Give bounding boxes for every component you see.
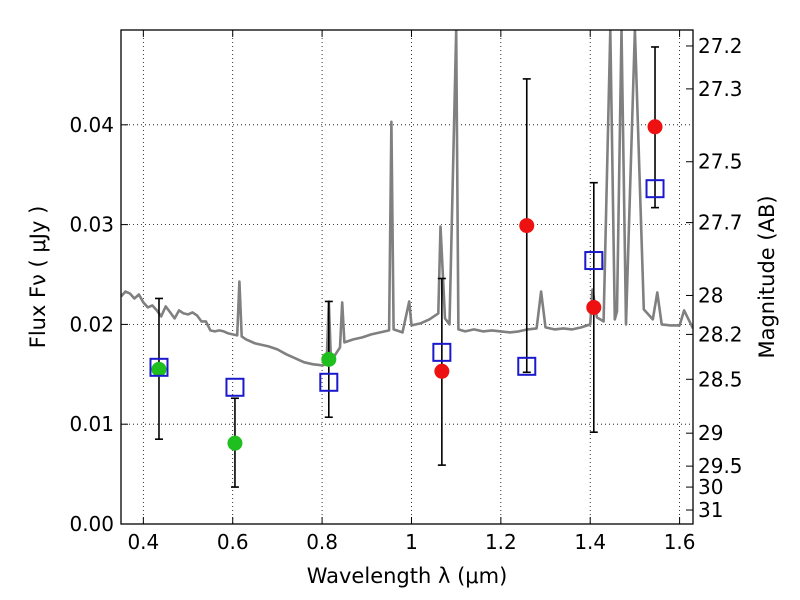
magnitude-axis-label: Magnitude (AB) xyxy=(755,195,779,358)
magnitude-tick-label: 27.3 xyxy=(698,77,743,101)
x-tick-label: 1.6 xyxy=(664,530,696,554)
x-tick-label: 0.8 xyxy=(306,530,338,554)
magnitude-tick-label: 27.7 xyxy=(698,211,743,235)
x-tick-label: 1.4 xyxy=(574,530,606,554)
y-tick-label: 0.03 xyxy=(69,213,114,237)
square-marker xyxy=(432,342,452,362)
square-marker xyxy=(319,372,339,392)
plot-frame xyxy=(120,29,694,525)
circle-marker xyxy=(434,363,450,379)
magnitude-tick-label: 28.5 xyxy=(698,367,743,391)
x-tick-label: 0.6 xyxy=(217,530,249,554)
x-axis-ticks: 0.4 0.6 0.8 1 1.2 1.4 1.6 xyxy=(127,30,696,554)
magnitude-tick-label: 30 xyxy=(698,475,723,499)
x-tick-label: 1 xyxy=(405,530,418,554)
magnitude-tick-label: 28 xyxy=(698,283,723,307)
square-marker xyxy=(149,357,169,377)
spectrum-line xyxy=(121,30,693,367)
magnitude-tick-label: 27.2 xyxy=(698,34,743,58)
error-bars xyxy=(154,46,660,488)
square-marker xyxy=(645,179,665,199)
y-axis-label: Flux Fν ( μJy ) xyxy=(26,206,50,349)
magnitude-tick-label: 29 xyxy=(698,421,723,445)
y-tick-label: 0.02 xyxy=(69,312,114,336)
x-axis-label: Wavelength λ (μm) xyxy=(307,564,508,588)
magnitude-tick-label: 31 xyxy=(698,498,723,522)
circle-marker xyxy=(227,435,243,451)
circle-marker xyxy=(151,361,167,377)
y-tick-label: 0.00 xyxy=(69,512,114,536)
spectrum-layer xyxy=(121,30,693,367)
circle-marker xyxy=(647,119,663,135)
x-tick-label: 0.4 xyxy=(127,530,159,554)
data-markers xyxy=(149,119,665,451)
y-axis-ticks: 0.00 0.01 0.02 0.03 0.04 xyxy=(69,113,128,536)
circle-marker xyxy=(519,218,535,234)
y-tick-label: 0.01 xyxy=(69,412,114,436)
circle-marker xyxy=(586,299,602,315)
y-tick-label: 0.04 xyxy=(69,113,114,137)
magnitude-tick-label: 27.5 xyxy=(698,150,743,174)
square-marker xyxy=(225,377,245,397)
magnitude-tick-label: 28.2 xyxy=(698,322,743,346)
square-marker xyxy=(584,251,604,271)
square-marker xyxy=(517,356,537,376)
magnitude-tick-label: 29.5 xyxy=(698,454,743,478)
grid-lines xyxy=(121,30,693,525)
circle-marker xyxy=(321,351,337,367)
x-tick-label: 1.2 xyxy=(485,530,517,554)
